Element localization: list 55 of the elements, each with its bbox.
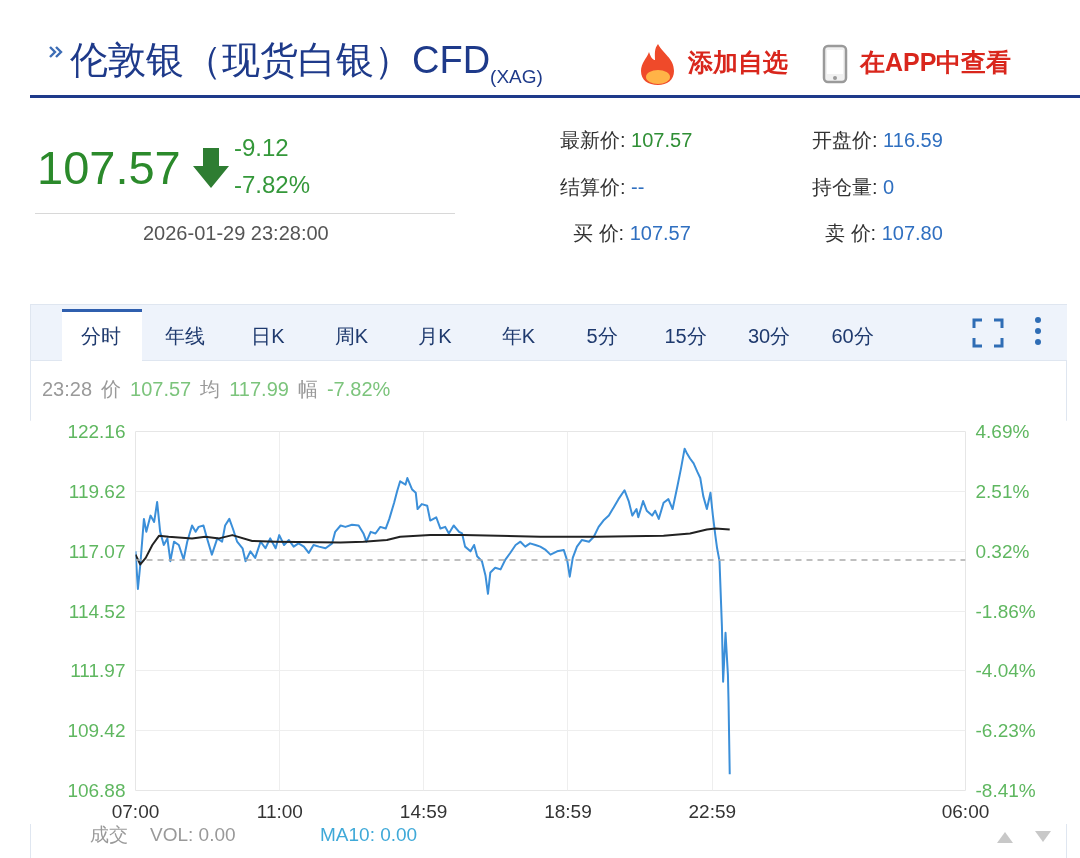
x-tick-label: 22:59: [688, 800, 737, 822]
text: 最新价: 107.57: [560, 128, 693, 152]
y-tick-label: 114.52: [68, 600, 126, 622]
text: 年K: [500, 324, 537, 348]
x-tick-label: 18:59: [544, 800, 592, 822]
y2-tick-label: 0.32%: [975, 540, 1030, 562]
text: -7.82%: [326, 377, 391, 401]
line-series: [135, 527, 731, 566]
y2-tick-label: -4.04%: [975, 660, 1036, 682]
y-tick-label: 122.16: [67, 421, 126, 442]
y-tick-label: 106.88: [67, 780, 126, 801]
text: 持仓量: 0: [812, 175, 895, 199]
chart-title: 伦敦银（现货白银）CFD$_{(XAG)}$: [70, 38, 543, 87]
text: 月K: [417, 324, 453, 348]
x-tick-label: 11:00: [256, 800, 303, 822]
text: 买 价: 107.57: [573, 221, 691, 245]
text: 117.99: [229, 377, 289, 401]
text: 卖 价: 107.80: [825, 221, 943, 245]
text: 23:28: [42, 377, 93, 401]
y-tick-label: 111.97: [70, 660, 126, 682]
text: 均: [200, 377, 221, 401]
text: 在APP中查看: [860, 47, 1012, 77]
text: 年线: [163, 324, 206, 348]
y2-tick-label: -6.23%: [975, 720, 1036, 742]
y2-tick-label: 2.51%: [975, 480, 1030, 502]
text: 幅: [297, 377, 318, 401]
text: 2026-01-29 23:28:00: [143, 221, 329, 245]
x-tick-label: 07:00: [111, 800, 160, 822]
y2-tick-label: -8.41%: [975, 780, 1036, 801]
text: 15分: [663, 324, 708, 348]
text: -9.12: [234, 134, 289, 163]
x-tick-label: 06:00: [941, 800, 990, 822]
text: 添加自选: [688, 47, 788, 77]
y-tick-label: 119.62: [68, 480, 126, 502]
x-tick-label: 14:59: [399, 800, 448, 822]
text: 107.57: [37, 140, 181, 196]
y2-tick-label: -1.86%: [975, 600, 1036, 622]
text: 60分: [830, 324, 875, 348]
y-tick-label: 109.42: [67, 720, 126, 742]
text: VOL: 0.00: [150, 824, 236, 847]
text: 107.57: [130, 377, 192, 401]
text: 30分: [746, 324, 792, 348]
text: 周K: [333, 324, 370, 348]
text: 5分: [585, 324, 619, 348]
text: MA10: 0.00: [320, 824, 418, 847]
text: 成交: [90, 824, 128, 847]
y2-tick-label: 4.69%: [975, 421, 1030, 442]
y-tick-label: 117.07: [68, 540, 126, 562]
text: 价: [101, 377, 122, 401]
text: 分时: [80, 324, 122, 348]
text: 结算价: --: [560, 175, 645, 199]
text: -7.82%: [234, 171, 311, 200]
text: 日K: [250, 324, 286, 348]
line-series: [135, 447, 731, 776]
text: 开盘价: 116.59: [812, 128, 943, 152]
